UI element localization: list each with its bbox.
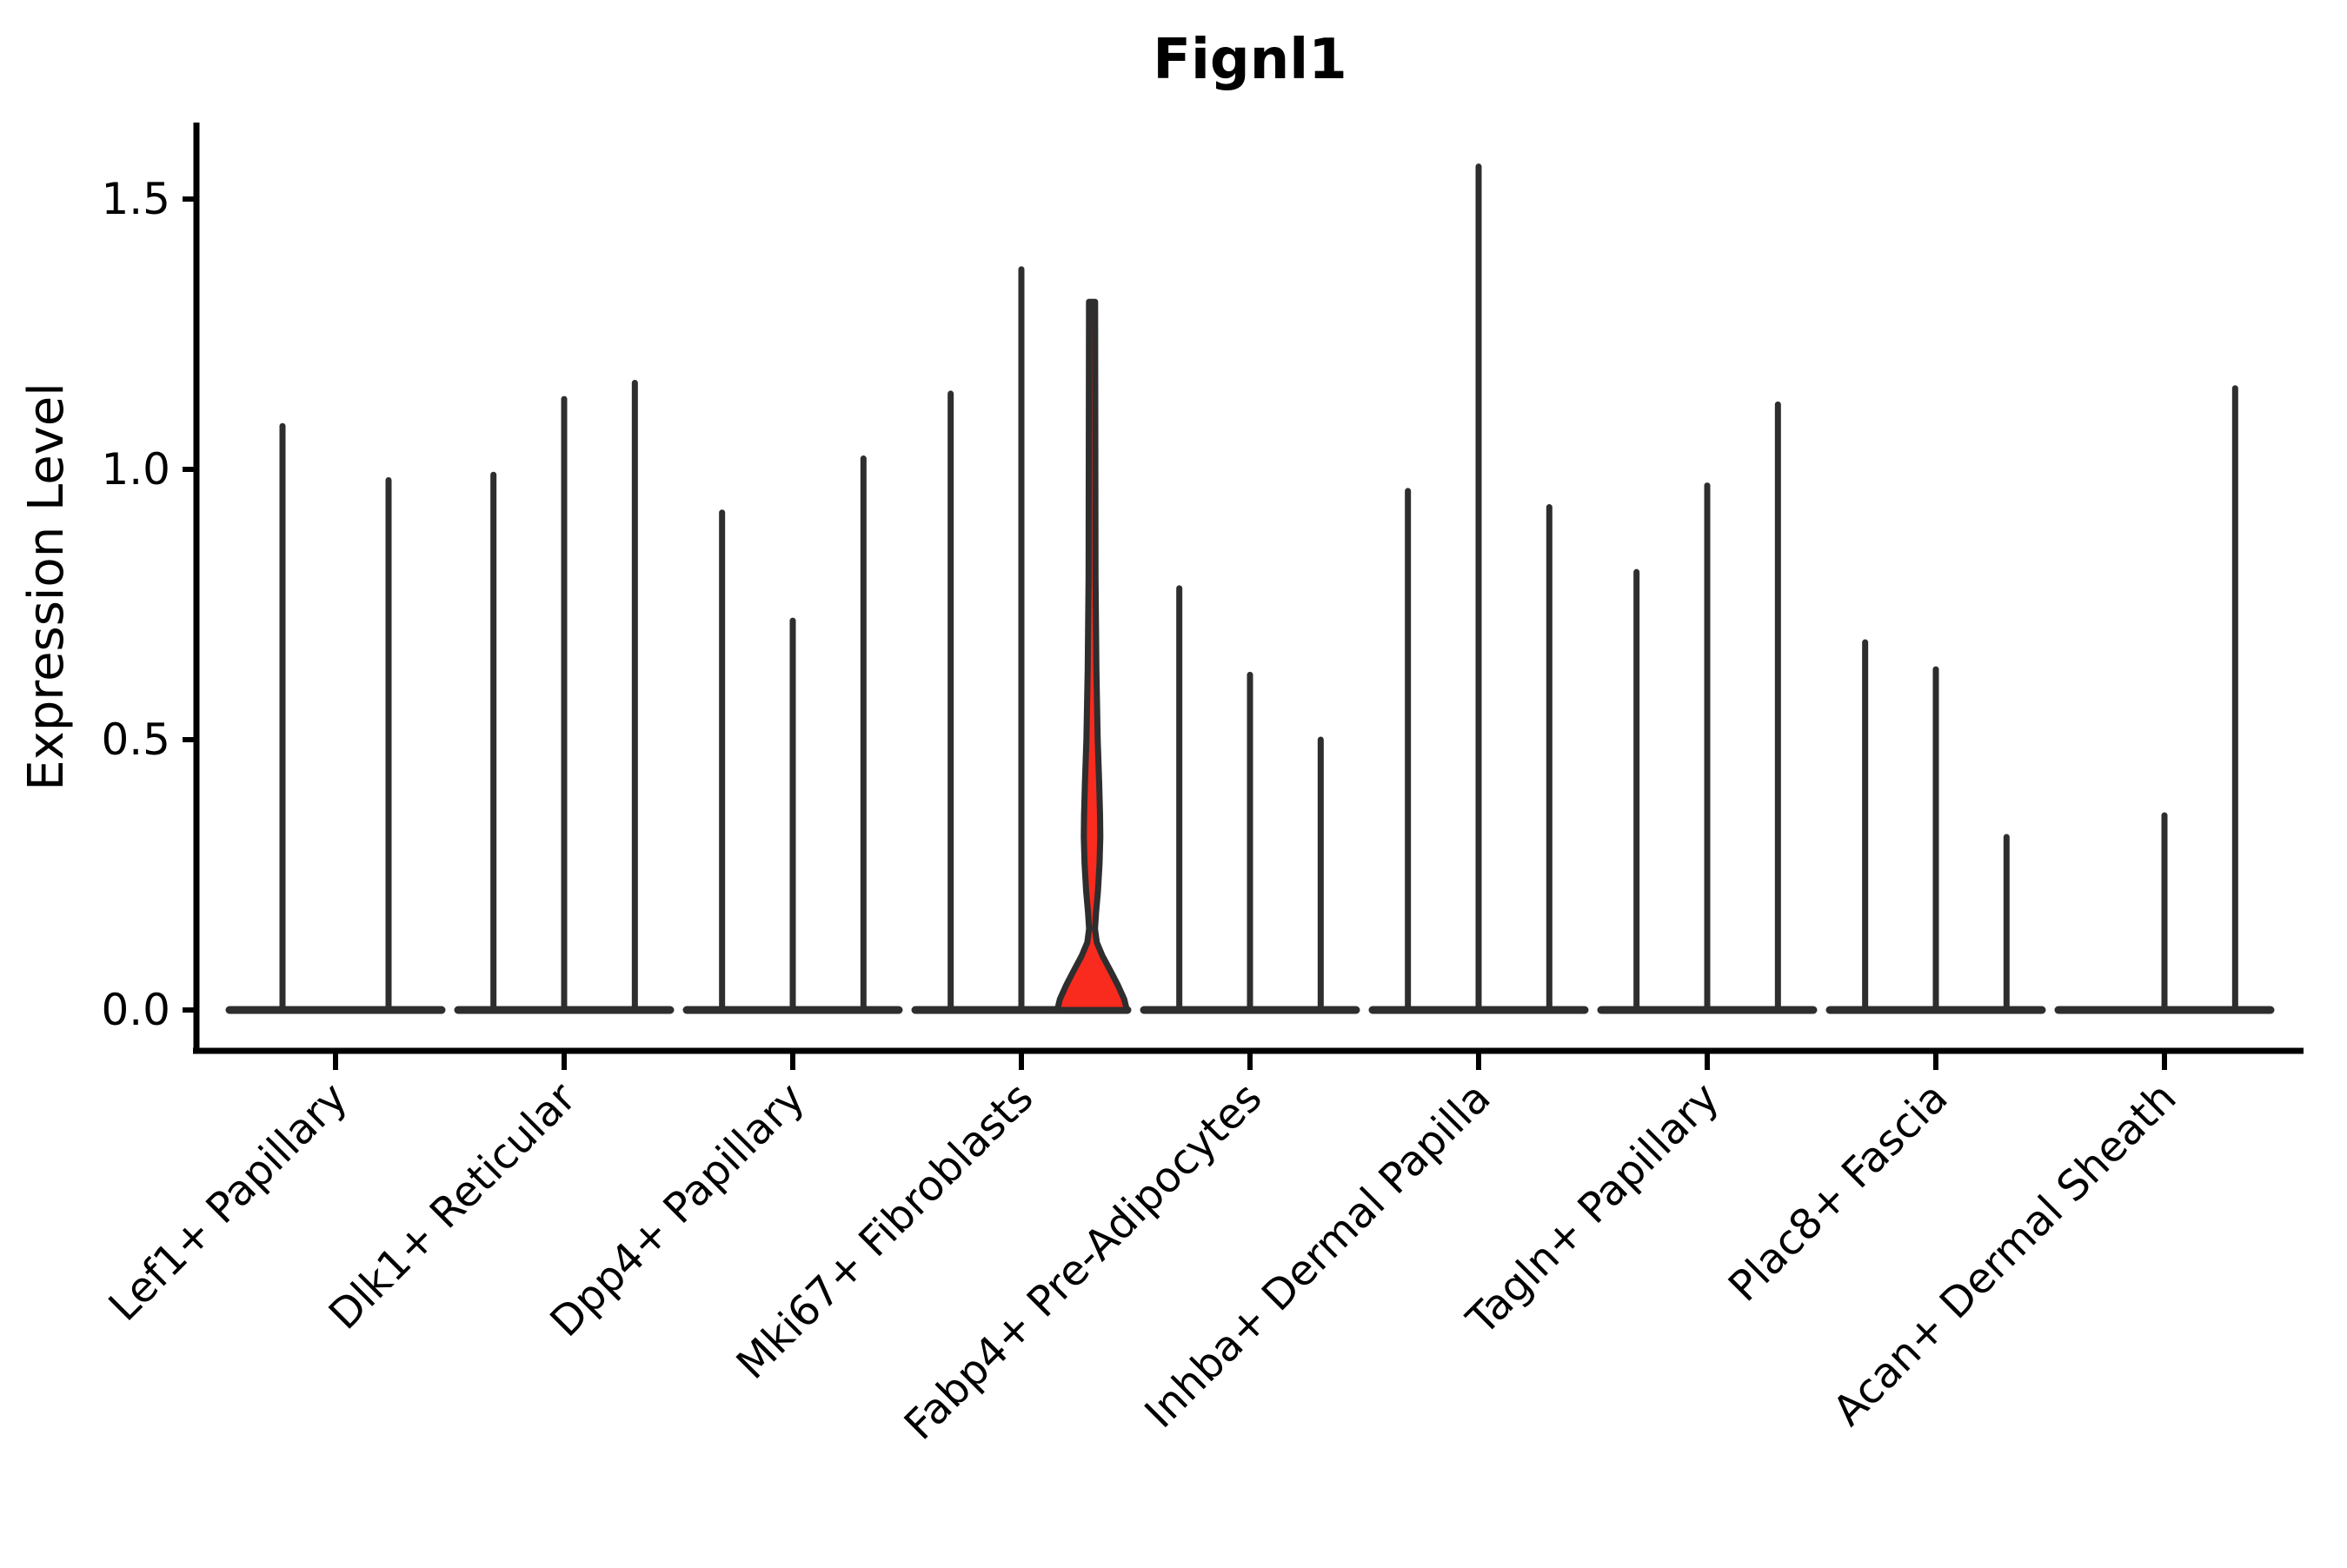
x-category-label: Plac8+ Fascia bbox=[1719, 1073, 1958, 1312]
x-category-label: Lef1+ Papillary bbox=[100, 1073, 357, 1331]
plot-title: Fignl1 bbox=[1153, 28, 1347, 92]
x-category-label: Dpp4+ Papillary bbox=[541, 1073, 814, 1346]
x-category-label: Tagln+ Papillary bbox=[1457, 1073, 1728, 1345]
x-category-label: Dlk1+ Reticular bbox=[320, 1073, 586, 1339]
y-axis-ticks: 0.0 0.5 1.0 1.5 bbox=[101, 174, 196, 1035]
y-axis-label: Expression Level bbox=[18, 382, 75, 791]
y-tick-label: 0.5 bbox=[101, 714, 170, 765]
y-tick-label: 1.5 bbox=[101, 174, 170, 224]
y-tick-label: 0.0 bbox=[101, 985, 170, 1035]
highlighted-violin bbox=[1054, 298, 1130, 1013]
violins-layer bbox=[225, 163, 2275, 1014]
y-tick-label: 1.0 bbox=[101, 444, 170, 495]
